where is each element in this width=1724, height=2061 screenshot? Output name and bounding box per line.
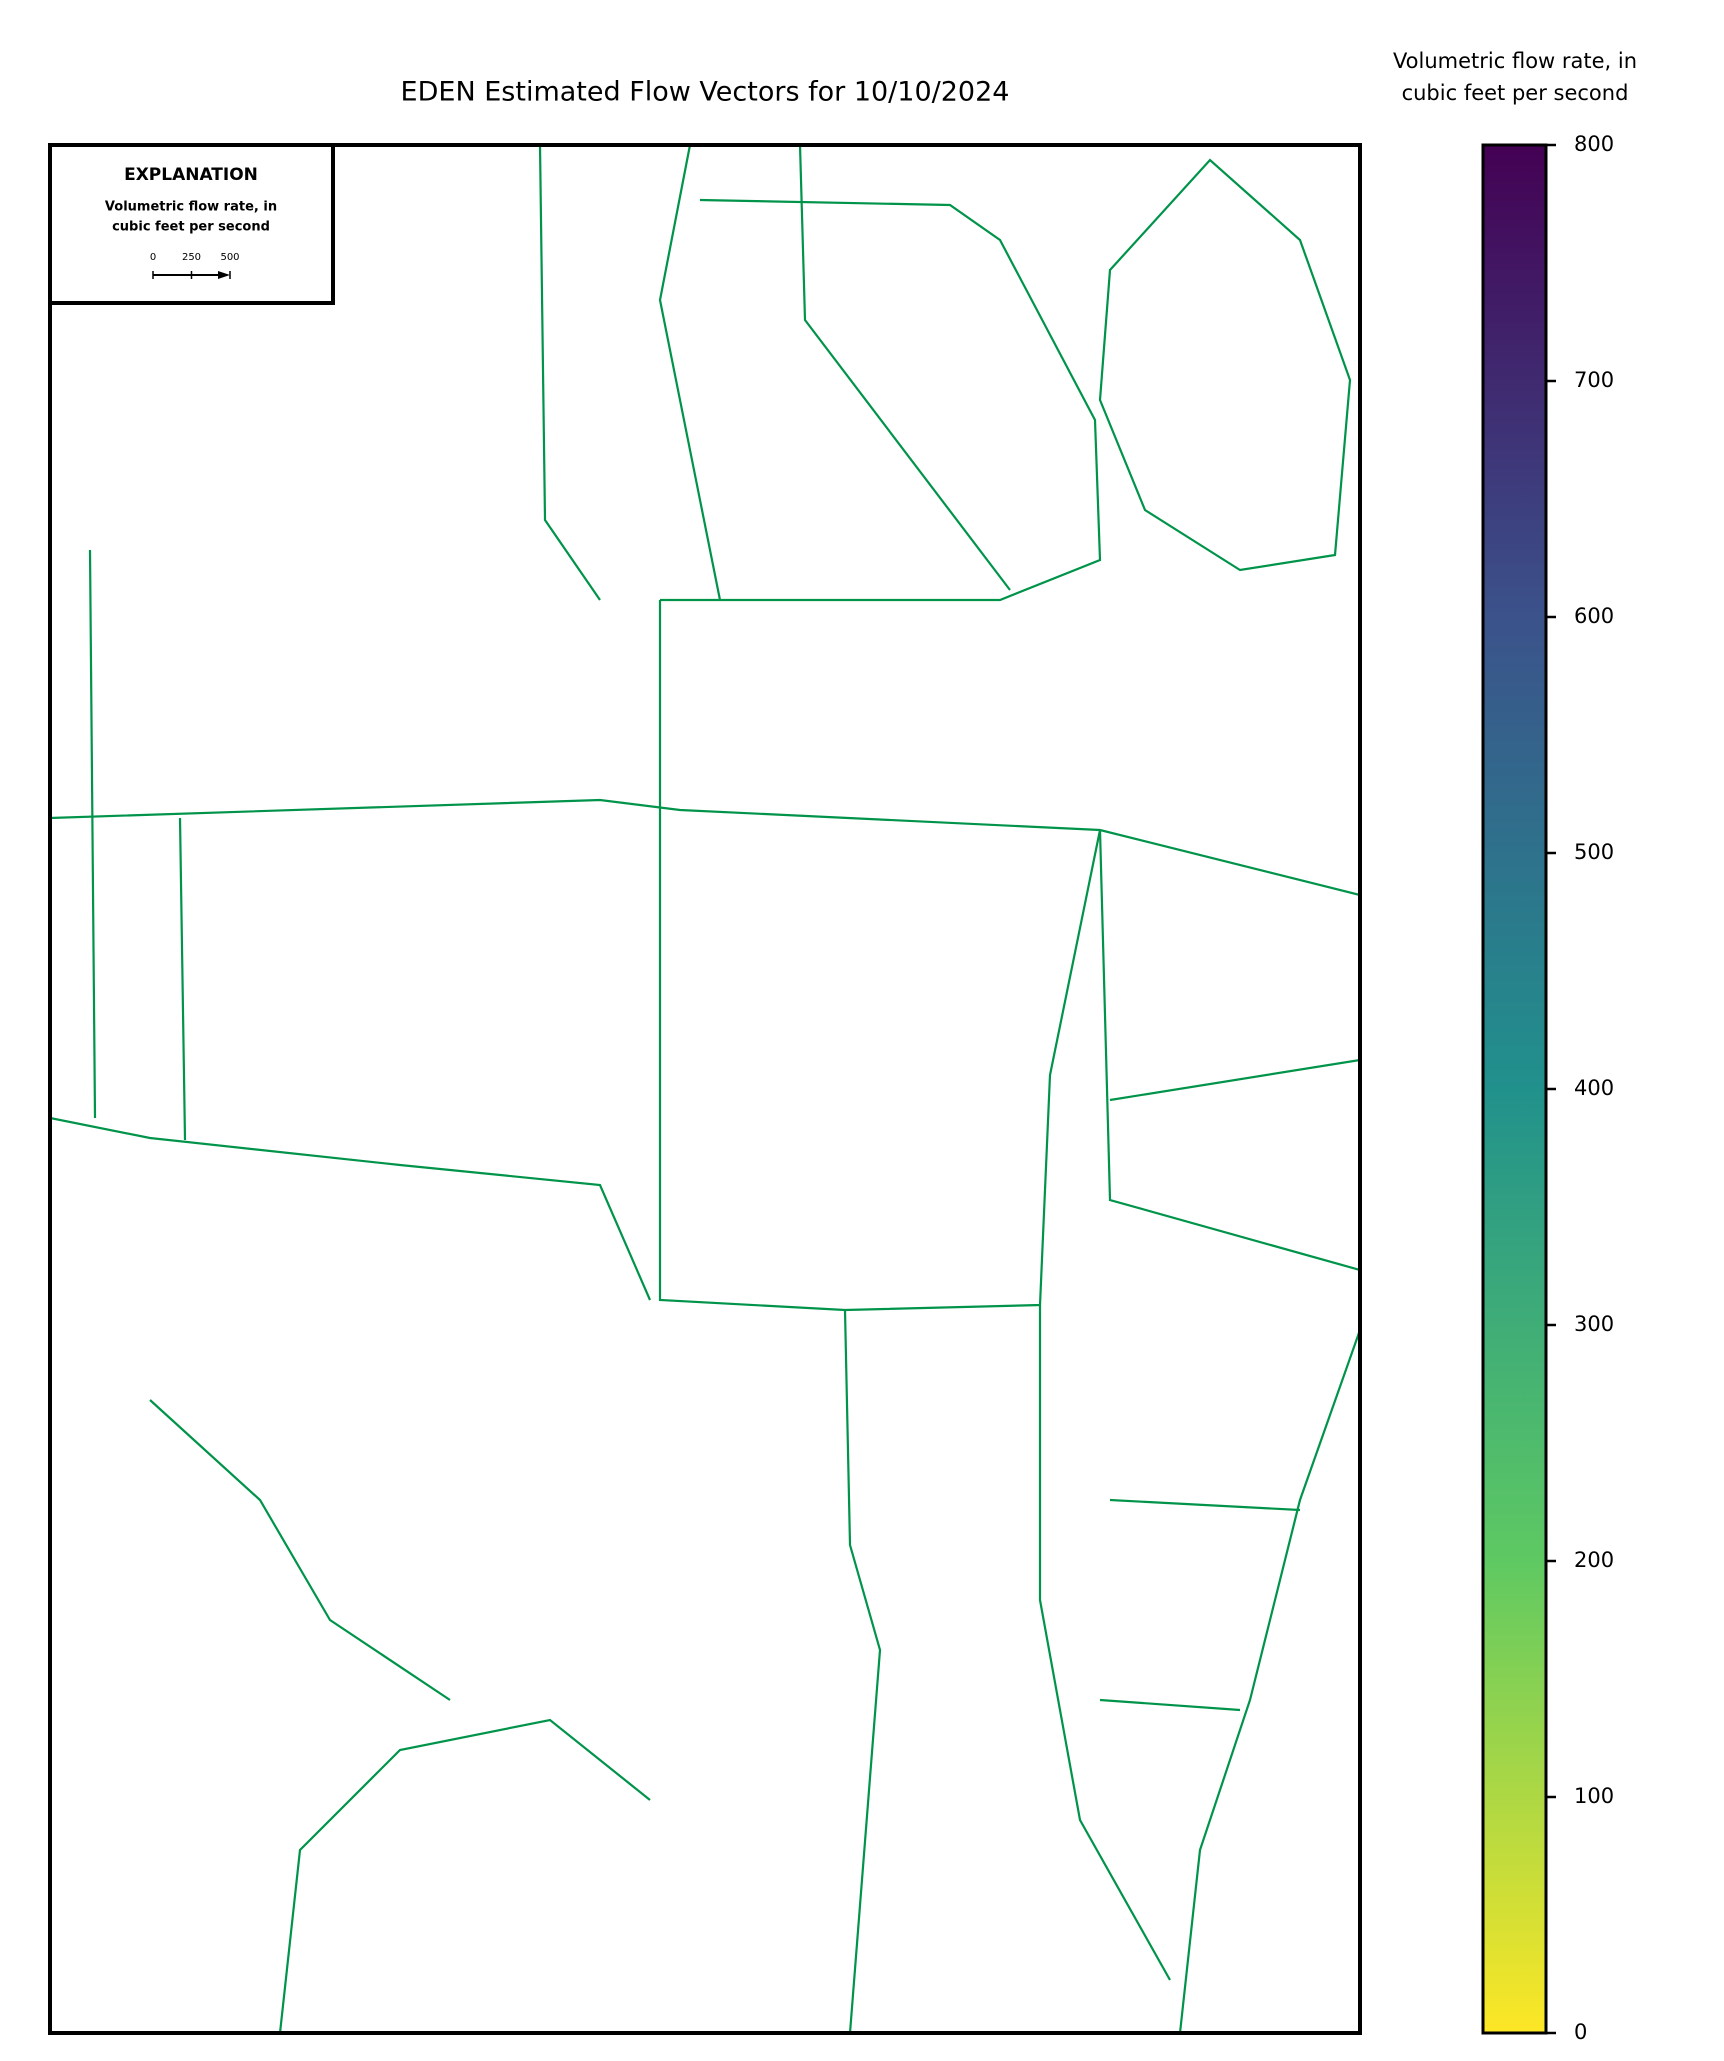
map-frame [48,143,1362,2035]
map-line [1098,158,1352,572]
colorbar-tick-label: 200 [1574,1548,1614,1572]
map-line [1099,1698,1241,1712]
colorbar-tick-label: 600 [1574,604,1614,628]
colorbar-tick-label: 800 [1574,132,1614,156]
map-line [178,817,187,1141]
map-line [843,1309,882,2033]
map-line [1038,1305,1171,1981]
map-line [658,600,1102,1312]
key-scale-label: 0 [150,252,156,263]
key-label: cubic feet per second [112,220,270,235]
key-scale-label: 250 [182,252,201,263]
map-line [798,145,1011,591]
colorbar-tick-label: 0 [1574,2020,1587,2044]
colorbar-tick-label: 400 [1574,1076,1614,1100]
map-line [658,145,722,601]
colorbar-tick-label: 300 [1574,1312,1614,1336]
map-line [660,198,1102,602]
colorbar-label: Volumetric flow rate, in [1393,49,1637,73]
colorbar-tick-label: 500 [1574,840,1614,864]
map-line [88,549,97,1119]
map-line [538,145,601,601]
legend-key: EXPLANATION Volumetric flow rate, in cub… [48,143,335,305]
map-line [1109,1058,1360,1102]
map-base [50,145,1360,2033]
key-scale-label: 500 [220,252,239,263]
chart-title: EDEN Estimated Flow Vectors for 10/10/20… [401,77,1010,108]
map-line [278,1718,651,2033]
colorbar-tick-label: 700 [1574,368,1614,392]
map-line [1109,1498,1301,1512]
map-line [50,798,1360,897]
colorbar-tick-label: 100 [1574,1784,1614,1808]
key-arrow-head [218,271,230,279]
colorbar [1481,143,1548,2035]
map-line [50,1116,652,1301]
map-line [1178,1329,1360,2033]
map-line [149,1399,451,1701]
colorbar-label: cubic feet per second [1402,81,1629,105]
map-line [1098,829,1360,1272]
key-label: Volumetric flow rate, in [105,200,277,215]
key-title: EXPLANATION [124,165,258,185]
